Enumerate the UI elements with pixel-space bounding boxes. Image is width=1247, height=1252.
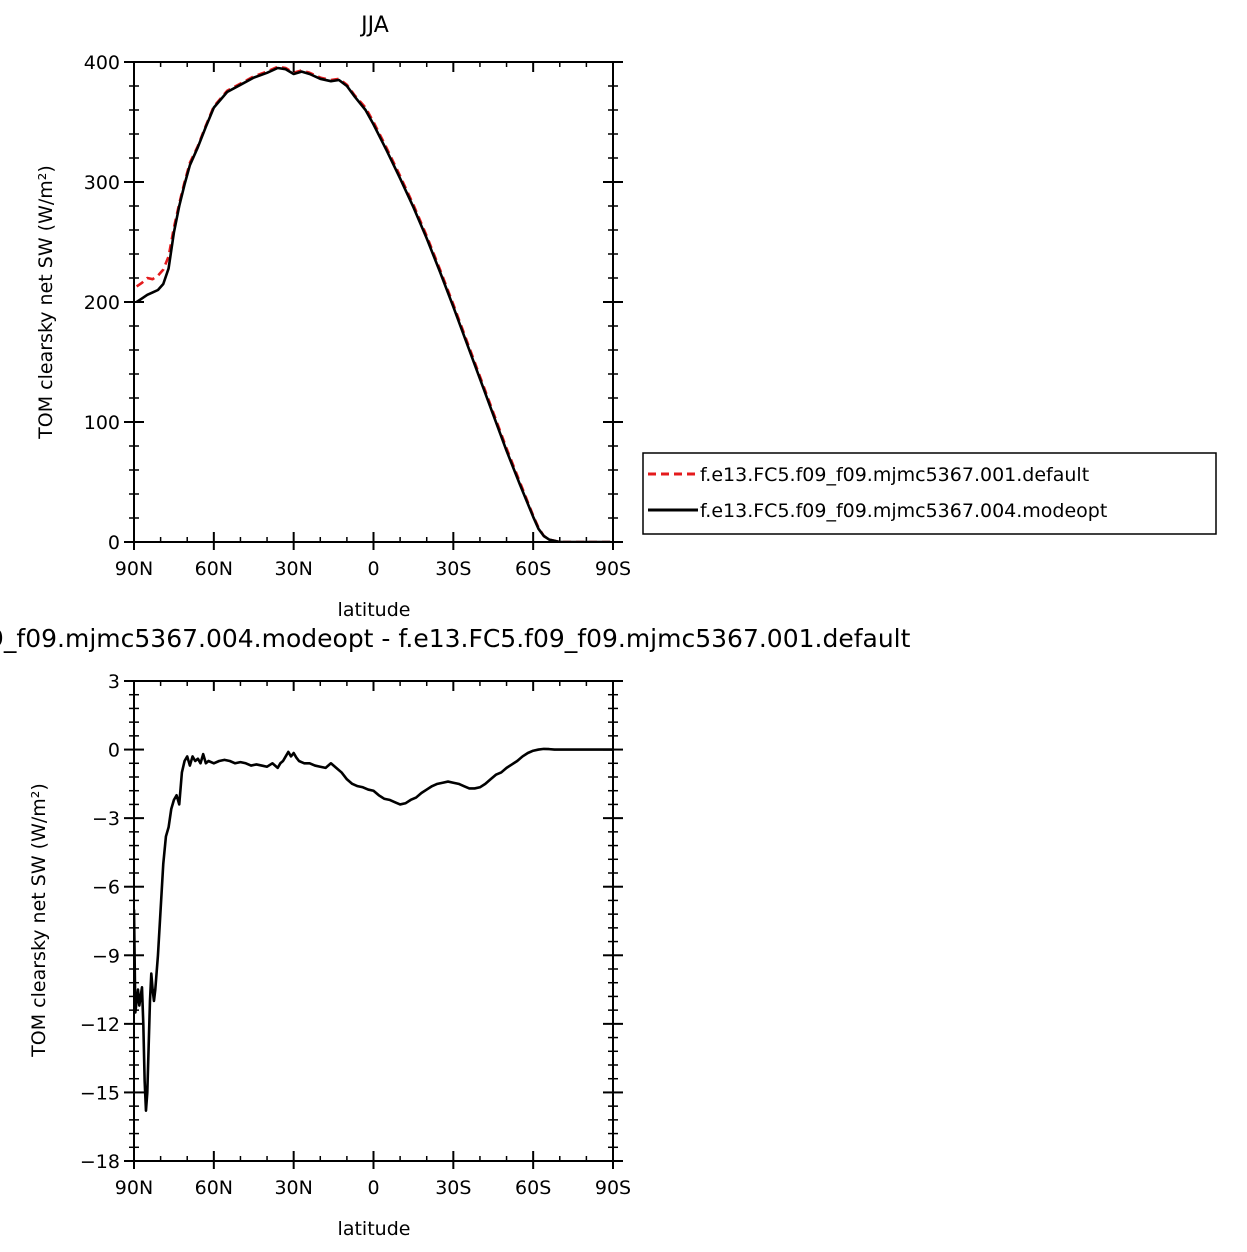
top-ytick-label: 400 xyxy=(84,52,120,74)
top-xlabel: latitude xyxy=(338,599,411,621)
bottom-xtick-label: 30S xyxy=(435,1177,471,1199)
top-ytick-label: 100 xyxy=(84,412,120,434)
top-ytick-label: 200 xyxy=(84,292,120,314)
bottom-ytick-label: −9 xyxy=(92,945,120,967)
top-title: JJA xyxy=(359,13,389,38)
legend: f.e13.FC5.f09_f09.mjmc5367.001.default f… xyxy=(642,452,1217,535)
bottom-series-0-line xyxy=(134,747,613,1113)
bottom-title: f.e13.FC5.f09_f09.mjmc5367.004.modeopt -… xyxy=(0,624,911,653)
bottom-xlabel: latitude xyxy=(338,1218,411,1240)
bottom-xtick-label: 90S xyxy=(595,1177,631,1199)
bottom-xtick-label: 30N xyxy=(274,1177,312,1199)
top-xtick-label: 30N xyxy=(274,558,312,580)
bottom-xtick-label: 90N xyxy=(115,1177,153,1199)
legend-box xyxy=(642,452,1217,535)
top-xtick-label: 90S xyxy=(595,558,631,580)
panel-bottom: f.e13.FC5.f09_f09.mjmc5367.004.modeopt -… xyxy=(0,624,911,1240)
top-ytick-label: 0 xyxy=(108,532,120,554)
legend-label-modeopt: f.e13.FC5.f09_f09.mjmc5367.004.modeopt xyxy=(700,500,1107,522)
bottom-xtick-label: 0 xyxy=(367,1177,379,1199)
bottom-axes: 90N 60N 30N 0 30S 60S 90S −18 −15 −12 −9 −6 −3 0 3 xyxy=(80,671,631,1199)
bottom-ylabel: TOM clearsky net SW (W/m²) xyxy=(28,783,50,1058)
top-series-1-line xyxy=(135,66,611,542)
top-xtick-label: 60N xyxy=(195,558,233,580)
bottom-ytick-label: −15 xyxy=(80,1082,120,1104)
bottom-ytick-label: 3 xyxy=(108,671,120,693)
legend-label-default: f.e13.FC5.f09_f09.mjmc5367.001.default xyxy=(700,464,1089,486)
top-ylabel: TOM clearsky net SW (W/m²) xyxy=(35,165,57,440)
bottom-ytick-label: 0 xyxy=(108,740,120,762)
panel-top: JJA 90N 60N 30N 0 30S 60S 90S 0 100 200 300 400 lat… xyxy=(35,13,1217,621)
bottom-ytick-label: −18 xyxy=(80,1151,120,1173)
bottom-xtick-label: 60N xyxy=(195,1177,233,1199)
bottom-ytick-label: −12 xyxy=(80,1014,120,1036)
top-ytick-label: 300 xyxy=(84,172,120,194)
bottom-ytick-label: −3 xyxy=(92,808,120,830)
bottom-xtick-label: 60S xyxy=(515,1177,551,1199)
top-plot-lines xyxy=(135,65,611,542)
top-xtick-label: 60S xyxy=(515,558,551,580)
top-xtick-label: 30S xyxy=(435,558,471,580)
top-xtick-label: 90N xyxy=(115,558,153,580)
bottom-plot-lines xyxy=(134,747,613,1113)
bottom-ytick-label: −6 xyxy=(92,877,120,899)
top-axes: 90N 60N 30N 0 30S 60S 90S 0 100 200 300 400 xyxy=(84,52,631,580)
top-xtick-label: 0 xyxy=(367,558,379,580)
